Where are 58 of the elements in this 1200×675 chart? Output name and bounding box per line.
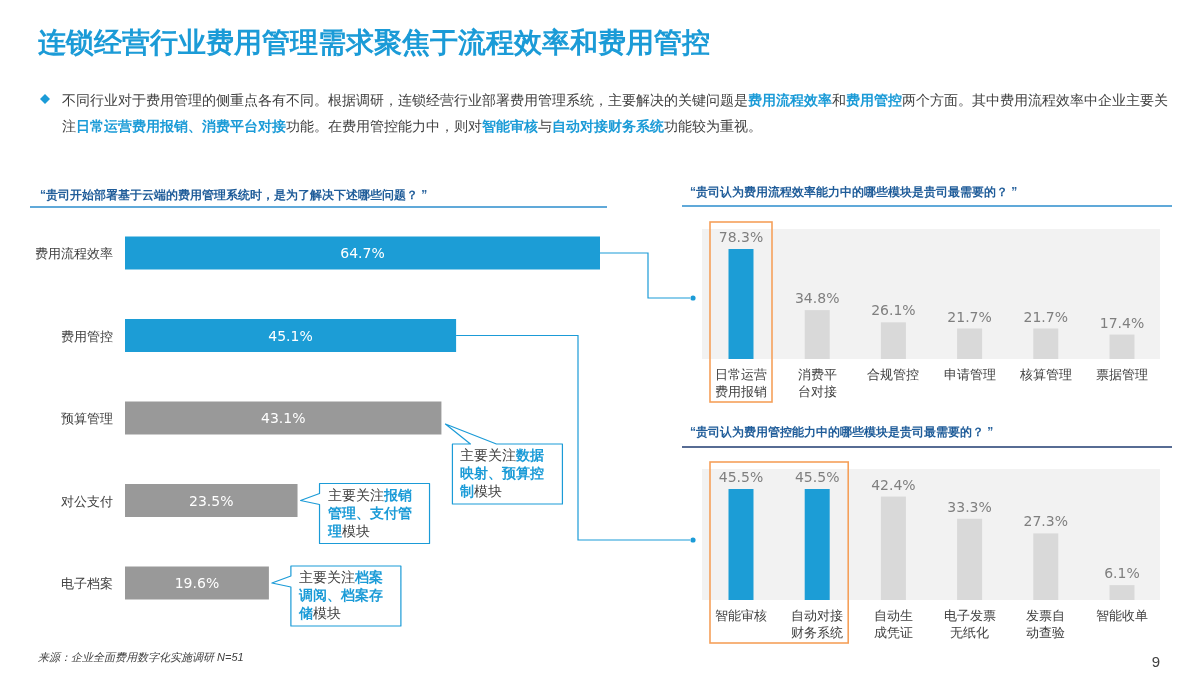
data-label: 33.3% [947, 498, 992, 515]
y-tick-label: 预算管理 [61, 411, 113, 426]
x-tick-label: 票据管理 [1096, 367, 1148, 382]
y-tick-label: 费用流程效率 [35, 246, 113, 261]
data-label: 21.7% [1023, 308, 1069, 325]
bar [804, 310, 830, 359]
x-tick-label: 电子发票无纸化 [943, 608, 996, 640]
bar [1033, 533, 1059, 600]
data-label: 78.3% [718, 229, 764, 245]
bar [728, 249, 754, 359]
x-tick-label: 发票自动查验 [1026, 608, 1066, 640]
data-label: 64.7% [340, 245, 385, 261]
y-tick-label: 费用管控 [61, 328, 113, 344]
bar [1033, 328, 1059, 359]
data-label: 19.6% [174, 575, 220, 591]
data-label: 27.3% [1023, 513, 1069, 530]
x-tick-label: 自动对接财务系统 [791, 608, 844, 640]
x-tick-label: 自动生成凭证 [873, 608, 913, 640]
text: 9 [1151, 653, 1160, 670]
annotation: 主要关注报销管理、支付管理模块 [326, 486, 413, 541]
text: 不同行业对于费用管理的侧重点各有不同。根据调研，连锁经营行业部署费用管理系统，主要解决的关键问题是费用流程效率和费用管控两个方面。其中费用流程效率中企业主要关注日常运营费用报销、消费平台对接功能。在费用管控能力中，则对智能审核与自动对接财务系统功能较为重视。 [62, 92, 1168, 134]
y-tick-label: 电子档案 [61, 576, 113, 591]
x-tick-label: 智能审核 [715, 608, 767, 623]
data-label: 21.7% [947, 308, 992, 325]
data-label: 45.5% [794, 469, 840, 485]
data-label: 45.5% [718, 469, 764, 485]
data-label: 23.5% [189, 492, 234, 509]
bar [957, 518, 983, 600]
chart-title: “贵司开始部署基于云端的费用管理系统时，是为了解决下述哪些问题？ ” [40, 188, 428, 202]
data-label: 45.1% [268, 327, 313, 344]
bar [804, 489, 830, 600]
x-tick-label: 合规管控 [867, 367, 920, 382]
data-label: 6.1% [1104, 565, 1140, 582]
bar [728, 489, 754, 600]
source-note: 来源：企业全面费用数字化实施调研 N=51 [38, 651, 244, 663]
chart-title: “贵司认为费用管控能力中的哪些模块是贵司最需要的？ ” [690, 425, 994, 439]
text: 连锁经营行业费用管理需求聚焦于流程效率和费用管控 [37, 27, 710, 58]
annotation: 主要关注档案调阅、档案存储模块 [297, 569, 384, 623]
bar [880, 322, 906, 359]
x-tick-label: 智能收单 [1096, 608, 1148, 623]
chart-title: “贵司认为费用流程效率能力中的哪些模块是贵司最需要的？ ” [690, 185, 1018, 199]
y-tick-label: 对公支付 [61, 493, 113, 509]
x-tick-label: 核算管理 [1018, 367, 1072, 382]
x-tick-label: 日常运营费用报销 [715, 367, 767, 399]
annotation: 主要关注数据映射、预算控制模块 [459, 447, 546, 501]
data-label: 26.1% [871, 302, 916, 319]
bar [957, 328, 983, 359]
bar [1109, 585, 1135, 600]
bar [125, 319, 457, 352]
bar [880, 496, 906, 600]
data-label: 42.4% [871, 476, 916, 493]
x-tick-label: 消费平台对接 [797, 367, 837, 399]
data-label: 17.4% [1099, 314, 1145, 331]
x-tick-label: 申请管理 [943, 367, 996, 382]
bar [125, 401, 442, 435]
data-label: 43.1% [260, 410, 306, 426]
data-label: 34.8% [794, 290, 840, 307]
bar [1109, 334, 1135, 359]
